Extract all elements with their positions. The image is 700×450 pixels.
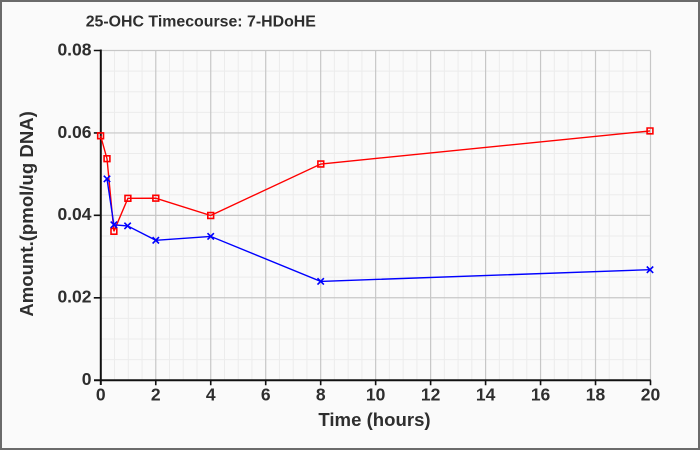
svg-text:4: 4 — [206, 385, 216, 405]
svg-text:14: 14 — [476, 385, 496, 405]
svg-text:0: 0 — [82, 369, 92, 389]
svg-text:Amount.(pmol/ug DNA): Amount.(pmol/ug DNA) — [16, 111, 37, 317]
svg-text:Time (hours): Time (hours) — [318, 409, 430, 430]
svg-text:0.02: 0.02 — [57, 287, 91, 307]
svg-text:25-OHC Timecourse: 7-HDoHE: 25-OHC Timecourse: 7-HDoHE — [86, 14, 316, 31]
svg-text:18: 18 — [586, 385, 606, 405]
svg-text:20: 20 — [641, 385, 661, 405]
svg-text:0: 0 — [96, 385, 106, 405]
svg-text:16: 16 — [531, 385, 551, 405]
svg-text:12: 12 — [421, 385, 441, 405]
svg-text:10: 10 — [366, 385, 386, 405]
svg-text:0.06: 0.06 — [57, 122, 91, 142]
svg-text:0.04: 0.04 — [57, 204, 91, 224]
svg-text:0.08: 0.08 — [57, 39, 91, 59]
svg-text:2: 2 — [151, 385, 161, 405]
svg-text:6: 6 — [261, 385, 271, 405]
svg-text:8: 8 — [316, 385, 326, 405]
